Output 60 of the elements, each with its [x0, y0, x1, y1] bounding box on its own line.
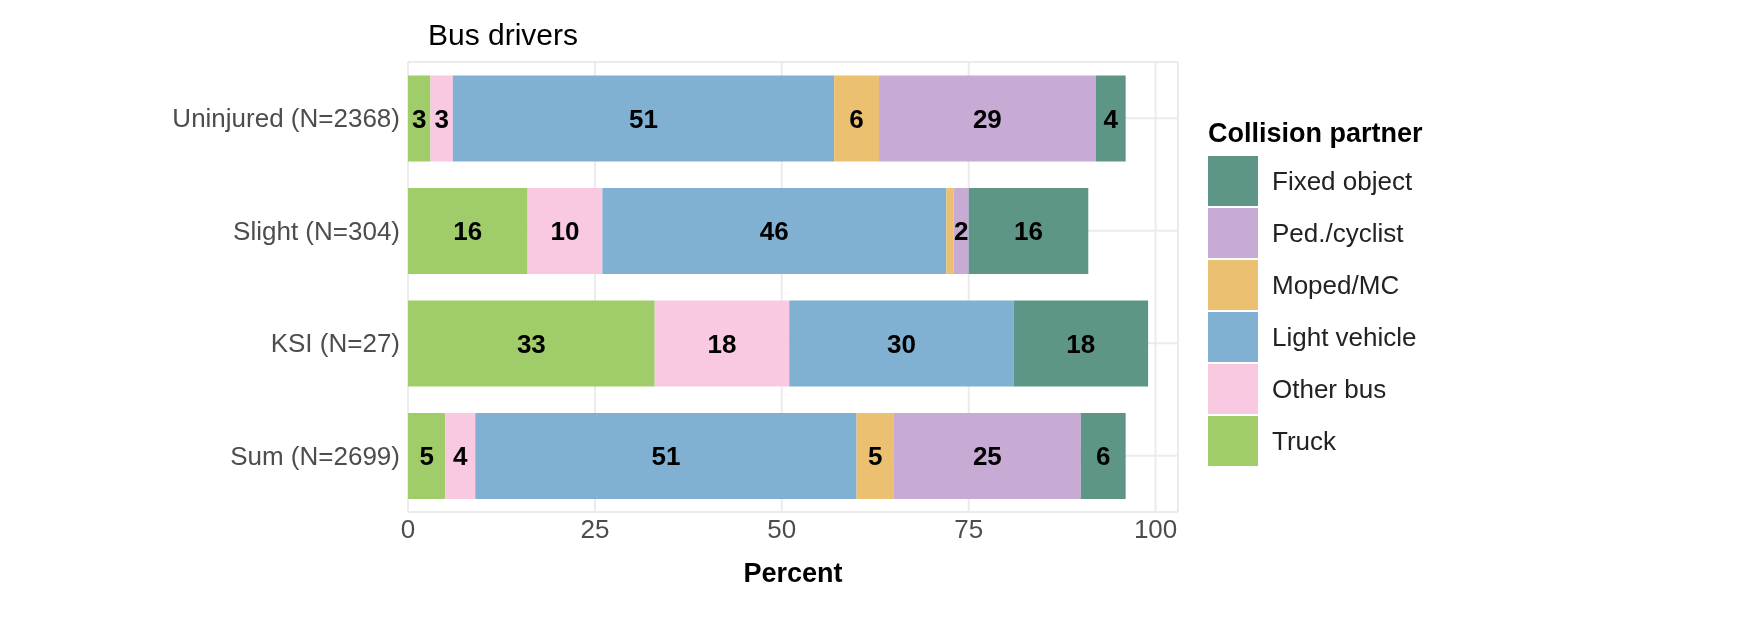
bar — [878, 75, 1096, 162]
bar — [408, 413, 446, 499]
x-tick-label: 100 — [1133, 514, 1178, 545]
bar — [834, 75, 879, 162]
data-label: 5 — [419, 441, 434, 471]
bar — [789, 300, 1014, 387]
bar — [408, 75, 431, 162]
data-label: 16 — [453, 216, 483, 246]
data-label: 16 — [1014, 216, 1043, 246]
data-label: 5 — [868, 441, 883, 471]
y-tick-label: KSI (N=27) — [270, 328, 400, 359]
bar — [968, 188, 1089, 274]
data-label: 51 — [651, 441, 681, 471]
data-label: 3 — [434, 103, 449, 134]
x-axis-title: Percent — [743, 558, 843, 588]
bar — [408, 300, 655, 387]
legend-label: Ped./cyclist — [1272, 217, 1404, 249]
y-tick-label: Uninjured (N=2368) — [172, 103, 400, 134]
legend-label: Truck — [1272, 425, 1337, 457]
legend-label: Moped/MC — [1272, 269, 1400, 301]
bar — [893, 413, 1081, 499]
data-label: 51 — [629, 103, 658, 134]
legend-label: Fixed object — [1272, 165, 1413, 197]
legend-label: Other bus — [1272, 373, 1387, 405]
bar — [452, 75, 835, 162]
legend-title: Collision partner — [1208, 118, 1423, 149]
data-label: 18 — [1066, 328, 1096, 359]
data-label: 6 — [849, 103, 864, 134]
y-tick-label: Sum (N=2699) — [230, 440, 400, 471]
data-label: 10 — [550, 216, 580, 246]
data-label: 4 — [1103, 103, 1119, 134]
bar — [1013, 300, 1149, 387]
bar — [946, 188, 954, 274]
x-tick-label: 0 — [400, 514, 416, 545]
data-label: 25 — [972, 441, 1002, 471]
y-tick-label: Slight (N=304) — [233, 215, 400, 246]
bar — [445, 413, 476, 499]
bar — [856, 413, 894, 499]
data-label: 29 — [972, 103, 1002, 134]
bar — [408, 188, 528, 274]
bar — [602, 188, 947, 274]
data-label: 46 — [759, 216, 789, 246]
bar — [1095, 75, 1126, 162]
x-tick-label: 50 — [767, 514, 797, 545]
bar — [475, 413, 857, 499]
data-label: 2 — [953, 216, 969, 246]
chart-title: Bus drivers — [428, 18, 580, 52]
bar — [430, 75, 453, 162]
data-label: 6 — [1096, 441, 1111, 471]
data-label: 4 — [453, 441, 469, 471]
bar — [1080, 413, 1126, 499]
bar — [527, 188, 603, 274]
data-label: 33 — [516, 328, 546, 359]
bar — [654, 300, 790, 387]
legend-label: Light vehicle — [1272, 321, 1417, 353]
x-tick-label: 25 — [580, 514, 610, 545]
data-label: 30 — [886, 328, 916, 359]
data-label: 18 — [707, 328, 737, 359]
data-label: 3 — [411, 103, 427, 134]
x-tick-label: 75 — [954, 514, 984, 545]
